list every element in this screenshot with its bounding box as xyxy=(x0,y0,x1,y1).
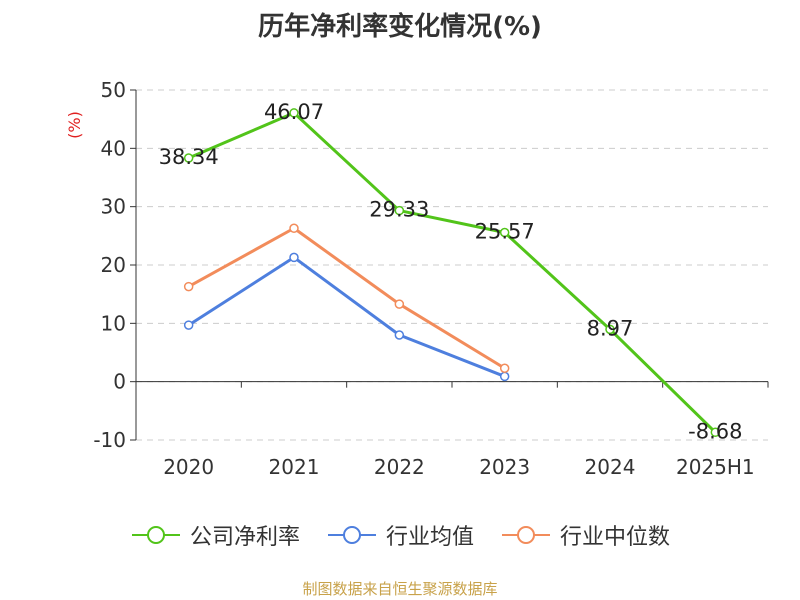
data-label: 46.07 xyxy=(264,100,324,124)
legend-item[interactable]: 行业中位数 xyxy=(500,519,670,551)
legend-item[interactable]: 公司净利率 xyxy=(130,519,300,551)
legend-label: 公司净利率 xyxy=(189,525,300,550)
data-source-note: 制图数据来自恒生聚源数据库 xyxy=(302,580,498,598)
data-point xyxy=(394,330,405,340)
y-tick-label: 50 xyxy=(101,78,126,102)
legend-label: 行业中位数 xyxy=(560,525,671,550)
data-label: 8.97 xyxy=(587,316,634,340)
data-point xyxy=(183,320,194,330)
data-point xyxy=(183,281,194,292)
series-line xyxy=(188,111,717,434)
x-tick-label: 2024 xyxy=(585,455,636,479)
data-label: 38.34 xyxy=(159,145,219,169)
y-tick-label: 20 xyxy=(101,253,126,277)
y-tick-label: 40 xyxy=(101,136,126,160)
data-point xyxy=(183,153,194,163)
y-axis-unit-label: (%) xyxy=(65,111,84,139)
chart-legend: 公司净利率 行业均值 行业中位数 xyxy=(0,519,800,551)
data-point xyxy=(394,205,405,216)
data-point xyxy=(394,299,405,309)
line-chart: -10 0 10 20 30 40 50 2020 2021 2022 2023 2024 2025H1… xyxy=(65,78,769,479)
chart-title: 历年净利率变化情况(%) xyxy=(258,12,542,42)
data-point xyxy=(499,227,510,238)
x-tick-label: 2020 xyxy=(163,455,214,479)
legend-swatch-icon xyxy=(131,526,180,544)
data-point xyxy=(289,108,299,118)
legend-item[interactable]: 行业均值 xyxy=(326,519,474,551)
x-tick-label: 2022 xyxy=(374,455,425,479)
data-point xyxy=(289,252,299,263)
x-tick-label: 2021 xyxy=(269,455,320,479)
x-tick-label: 2025H1 xyxy=(676,455,755,479)
legend-swatch-icon xyxy=(502,526,550,544)
data-point xyxy=(499,371,510,382)
legend-label: 行业均值 xyxy=(385,525,474,550)
data-point xyxy=(605,324,615,335)
y-tick-label: 0 xyxy=(113,370,126,394)
data-point xyxy=(289,223,299,233)
y-tick-label: -10 xyxy=(93,428,126,452)
x-tick-label: 2023 xyxy=(479,455,530,479)
data-label: 29.33 xyxy=(369,198,429,222)
data-point xyxy=(499,363,510,373)
data-label: -8.68 xyxy=(688,419,742,443)
series-line xyxy=(187,255,506,378)
data-label: 25.57 xyxy=(475,220,535,244)
y-tick-label: 10 xyxy=(101,311,126,335)
data-point xyxy=(710,427,721,438)
series-line xyxy=(187,226,506,370)
y-tick-label: 30 xyxy=(101,195,126,219)
legend-swatch-icon xyxy=(327,526,376,544)
